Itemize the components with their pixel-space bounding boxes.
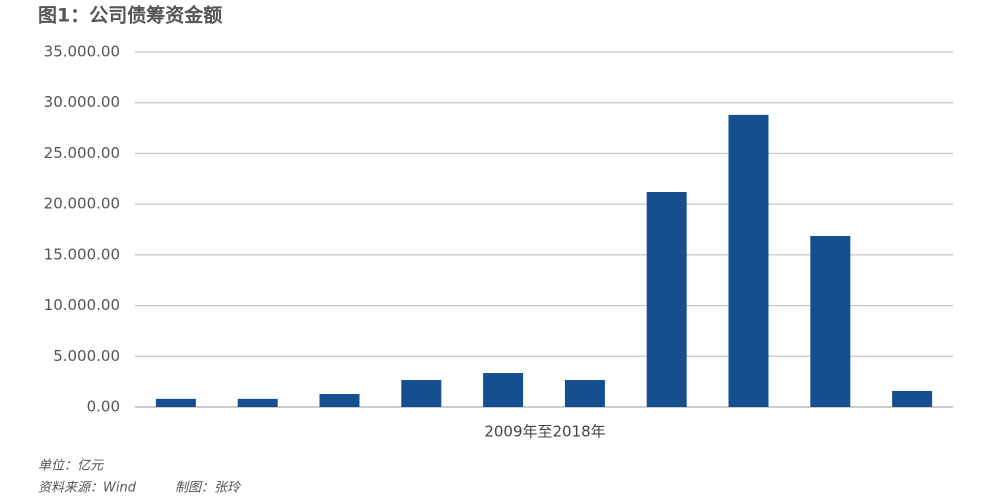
- source-note: 资料来源：Wind: [38, 481, 137, 496]
- y-tick-label: 15.000.00: [44, 245, 120, 263]
- bar: [728, 114, 769, 407]
- author-note: 制图：张玲: [175, 481, 242, 496]
- y-tick-label: 35.000.00: [44, 43, 120, 61]
- y-tick-label: 10.000.00: [44, 296, 120, 314]
- bar: [892, 390, 933, 407]
- bar: [564, 380, 605, 407]
- y-tick-label: 0.00: [87, 398, 120, 416]
- bar: [401, 380, 442, 407]
- chart-title: 图1：公司债筹资金额: [38, 4, 222, 27]
- bar: [483, 373, 524, 407]
- bar: [646, 191, 687, 407]
- y-tick-label: 5.000.00: [53, 347, 120, 365]
- bar: [810, 235, 851, 407]
- bar: [237, 398, 278, 407]
- y-tick-label: 30.000.00: [44, 93, 120, 111]
- bar: [155, 398, 196, 407]
- x-axis-label: 2009年至2018年: [484, 423, 605, 441]
- bar: [319, 394, 360, 407]
- y-tick-label: 25.000.00: [44, 144, 120, 162]
- unit-note: 单位：亿元: [38, 458, 104, 474]
- y-tick-label: 20.000.00: [44, 195, 120, 213]
